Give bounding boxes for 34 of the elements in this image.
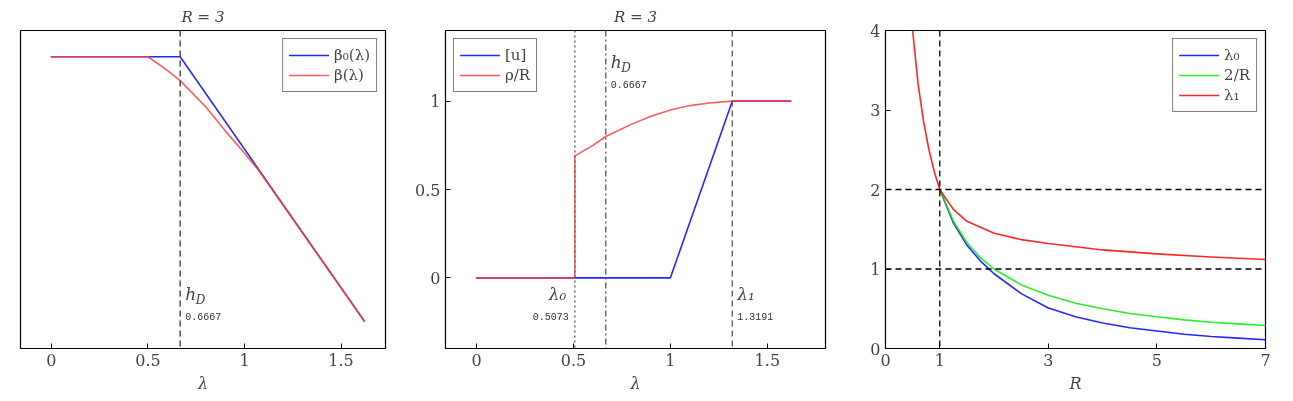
legend-label: ρ/R <box>505 66 531 84</box>
x-tick-label: 0 <box>46 350 57 370</box>
x-axis-title: R <box>1068 373 1082 393</box>
chart-title: R = 3 <box>613 7 657 26</box>
x-tick-label: 5 <box>1151 350 1163 370</box>
x-tick-label: 1.5 <box>328 350 354 370</box>
x-axis-title: λ <box>629 373 641 393</box>
y-tick-label: 0 <box>430 268 441 288</box>
x-axis-title: λ <box>196 373 209 393</box>
y-tick-label: 2 <box>870 180 881 200</box>
x-tick-label: 0.5 <box>560 350 587 370</box>
legend-label: β(λ) <box>334 66 364 84</box>
legend-label: λ₀ <box>1224 46 1241 64</box>
legend-label: [u] <box>505 46 527 64</box>
chart-title: R = 3 <box>180 7 225 26</box>
legend-label: β₀(λ) <box>334 46 370 64</box>
ref-line-label: λ₁ 1.3191 <box>736 284 774 324</box>
x-tick-label: 1 <box>665 350 676 370</box>
x-tick-label: 7 <box>1260 350 1271 370</box>
y-tick-label: 1 <box>870 260 881 279</box>
line-series <box>911 30 1266 261</box>
legend-label: 2/R <box>1224 66 1250 84</box>
x-tick-label: 0.5 <box>135 350 161 370</box>
y-tick-label: 3 <box>870 101 881 120</box>
x-tick-label: 1.5 <box>754 350 781 370</box>
y-tick-label: 4 <box>870 21 881 41</box>
x-tick-label: 1 <box>934 350 945 370</box>
y-tick-label: 1 <box>430 92 441 112</box>
x-tick-label: 3 <box>1043 350 1054 370</box>
legend-label: λ₁ <box>1224 86 1241 104</box>
x-tick-label: 0 <box>471 350 482 370</box>
x-tick-label: 1 <box>239 350 250 370</box>
ref-line-label: λ₀ 0.5073 <box>532 284 569 324</box>
y-tick-label: 0.5 <box>415 180 441 200</box>
